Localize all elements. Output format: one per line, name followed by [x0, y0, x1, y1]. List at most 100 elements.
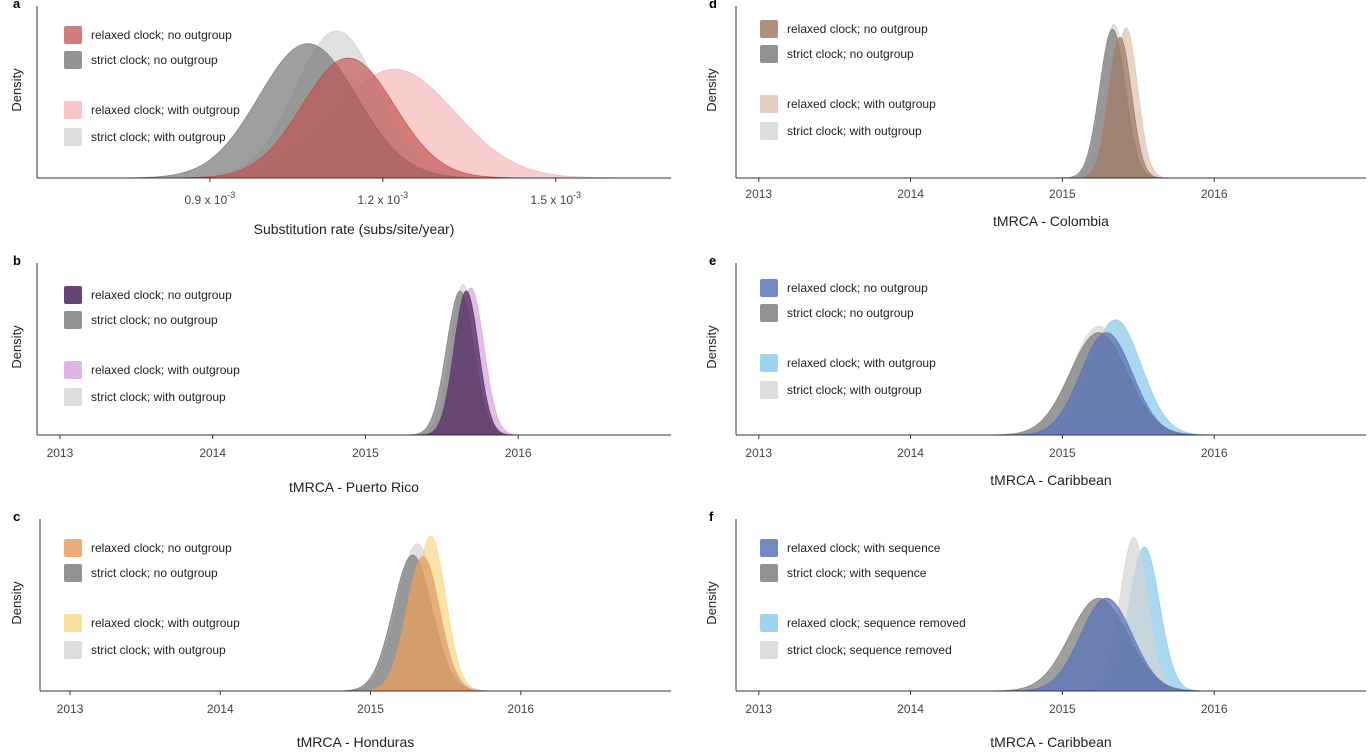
- legend-swatch: [760, 45, 778, 63]
- density-curves: [983, 319, 1220, 436]
- legend-label: strict clock; no outgroup: [91, 53, 218, 67]
- y-axis-title: Density: [704, 581, 719, 625]
- x-tick-label: 2016: [1201, 187, 1228, 201]
- x-tick-label: 2014: [207, 702, 234, 716]
- density-curves: [404, 284, 524, 436]
- legend-label: relaxed clock; with outgroup: [91, 103, 240, 117]
- legend-swatch: [64, 388, 82, 406]
- density-curves: [111, 30, 637, 179]
- legend-swatch: [64, 361, 82, 379]
- y-axis-title: Density: [9, 325, 24, 369]
- legend-label: relaxed clock; no outgroup: [91, 28, 232, 42]
- legend-swatch: [760, 279, 778, 297]
- x-axis-title: tMRCA - Caribbean: [990, 734, 1111, 750]
- panel-d: 2013 2014 2015 2016 tMRCA - Colombia Density d…: [704, 0, 1366, 229]
- legend-label: relaxed clock; no outgroup: [787, 22, 928, 36]
- legend-label: relaxed clock; with outgroup: [91, 616, 240, 630]
- panel-label: f: [709, 509, 714, 524]
- x-tick-label: 0.9 x 10-3: [185, 190, 236, 207]
- x-tick-label: 2016: [1201, 702, 1228, 716]
- panel-label: a: [13, 0, 21, 11]
- legend-swatch: [760, 95, 778, 113]
- density-relaxed-clock-no-outgroup: [1002, 332, 1211, 436]
- density-curves: [983, 536, 1215, 692]
- legend-label: strict clock; with outgroup: [91, 390, 226, 404]
- x-tick-label: 1.5 x 10-3: [530, 190, 581, 207]
- legend-swatch: [760, 20, 778, 38]
- legend-label: relaxed clock; no outgroup: [91, 288, 232, 302]
- legend-swatch: [64, 564, 82, 582]
- density-relaxed-clock-no-outgroup: [356, 556, 490, 692]
- y-axis-title: Density: [704, 68, 719, 112]
- panel-label: e: [709, 253, 716, 268]
- x-tick-label: 2014: [897, 702, 924, 716]
- legend-label: strict clock; no outgroup: [91, 566, 218, 580]
- panel-e: 2013 2014 2015 2016 tMRCA - Caribbean Density…: [704, 253, 1366, 488]
- y-axis-title: Density: [9, 581, 24, 625]
- legend-swatch: [64, 641, 82, 659]
- density-relaxed-clock-no-outgroup: [417, 290, 516, 436]
- legend-swatch: [760, 614, 778, 632]
- legend-swatch: [64, 51, 82, 69]
- legend-swatch: [760, 641, 778, 659]
- x-tick-label: 2013: [745, 187, 772, 201]
- x-tick-label: 2015: [357, 702, 384, 716]
- x-axis-title: Substitution rate (subs/site/year): [254, 221, 455, 237]
- legend: relaxed clock; no outgroup strict clock; …: [64, 539, 240, 659]
- legend-label: relaxed clock; with outgroup: [787, 356, 936, 370]
- x-tick-label: 2016: [1201, 446, 1228, 460]
- density-relaxed-clock-no-outgroup: [163, 57, 534, 179]
- legend-label: relaxed clock; with outgroup: [91, 363, 240, 377]
- x-tick-label: 2015: [1049, 446, 1076, 460]
- x-tick-label: 1.2 x 10-3: [357, 190, 408, 207]
- panel-label: c: [13, 509, 20, 524]
- legend: relaxed clock; no outgroup strict clock; …: [760, 20, 936, 140]
- legend-swatch: [64, 26, 82, 44]
- x-axis-title: tMRCA - Honduras: [297, 734, 414, 750]
- legend-swatch: [760, 564, 778, 582]
- x-tick-label: 2013: [745, 702, 772, 716]
- legend-label: relaxed clock; no outgroup: [787, 281, 928, 295]
- x-tick-label: 2015: [1049, 702, 1076, 716]
- density-relaxed-clock-no-outgroup: [1074, 36, 1167, 179]
- legend-label: strict clock; no outgroup: [787, 306, 914, 320]
- x-tick-label: 2015: [1049, 187, 1076, 201]
- legend-swatch: [64, 539, 82, 557]
- legend: relaxed clock; no outgroup strict clock; …: [64, 286, 240, 406]
- density-curves: [1060, 23, 1173, 179]
- legend-swatch: [64, 101, 82, 119]
- panel-label: b: [13, 253, 21, 268]
- legend-label: relaxed clock; with sequence: [787, 541, 941, 555]
- legend-label: relaxed clock; no outgroup: [91, 541, 232, 555]
- x-tick-label: 2013: [47, 446, 74, 460]
- legend-swatch: [64, 311, 82, 329]
- legend-label: relaxed clock; sequence removed: [787, 616, 966, 630]
- legend-label: strict clock; no outgroup: [91, 313, 218, 327]
- legend-label: strict clock; with outgroup: [91, 643, 226, 657]
- x-tick-label: 2014: [897, 187, 924, 201]
- x-tick-label: 2013: [57, 702, 84, 716]
- x-axis-title: tMRCA - Puerto Rico: [289, 479, 419, 495]
- density-relaxed-clock-with-sequence: [1002, 597, 1211, 692]
- x-axis-title: tMRCA - Caribbean: [990, 472, 1111, 488]
- legend-label: strict clock; with outgroup: [787, 124, 922, 138]
- x-tick-label: 2014: [199, 446, 226, 460]
- panel-label: d: [709, 0, 717, 11]
- legend-label: strict clock; sequence removed: [787, 643, 952, 657]
- y-axis-title: Density: [9, 68, 24, 112]
- x-tick-label: 2015: [352, 446, 379, 460]
- legend-swatch: [64, 286, 82, 304]
- x-tick-label: 2016: [505, 446, 532, 460]
- x-axis-title: tMRCA - Colombia: [993, 213, 1109, 229]
- legend: relaxed clock; no outgroup strict clock; …: [760, 279, 936, 399]
- x-tick-label: 2013: [745, 446, 772, 460]
- legend-swatch: [760, 354, 778, 372]
- x-tick-label: 2014: [897, 446, 924, 460]
- legend-swatch: [760, 122, 778, 140]
- legend-swatch: [760, 381, 778, 399]
- density-curves: [334, 535, 496, 692]
- panel-b: 2013 2014 2015 2016 tMRCA - Puerto Rico Densi…: [9, 253, 671, 495]
- panel-f: 2013 2014 2015 2016 tMRCA - Caribbean Density…: [704, 509, 1366, 750]
- panel-c: 2013 2014 2015 2016 tMRCA - Honduras Density c…: [9, 509, 671, 750]
